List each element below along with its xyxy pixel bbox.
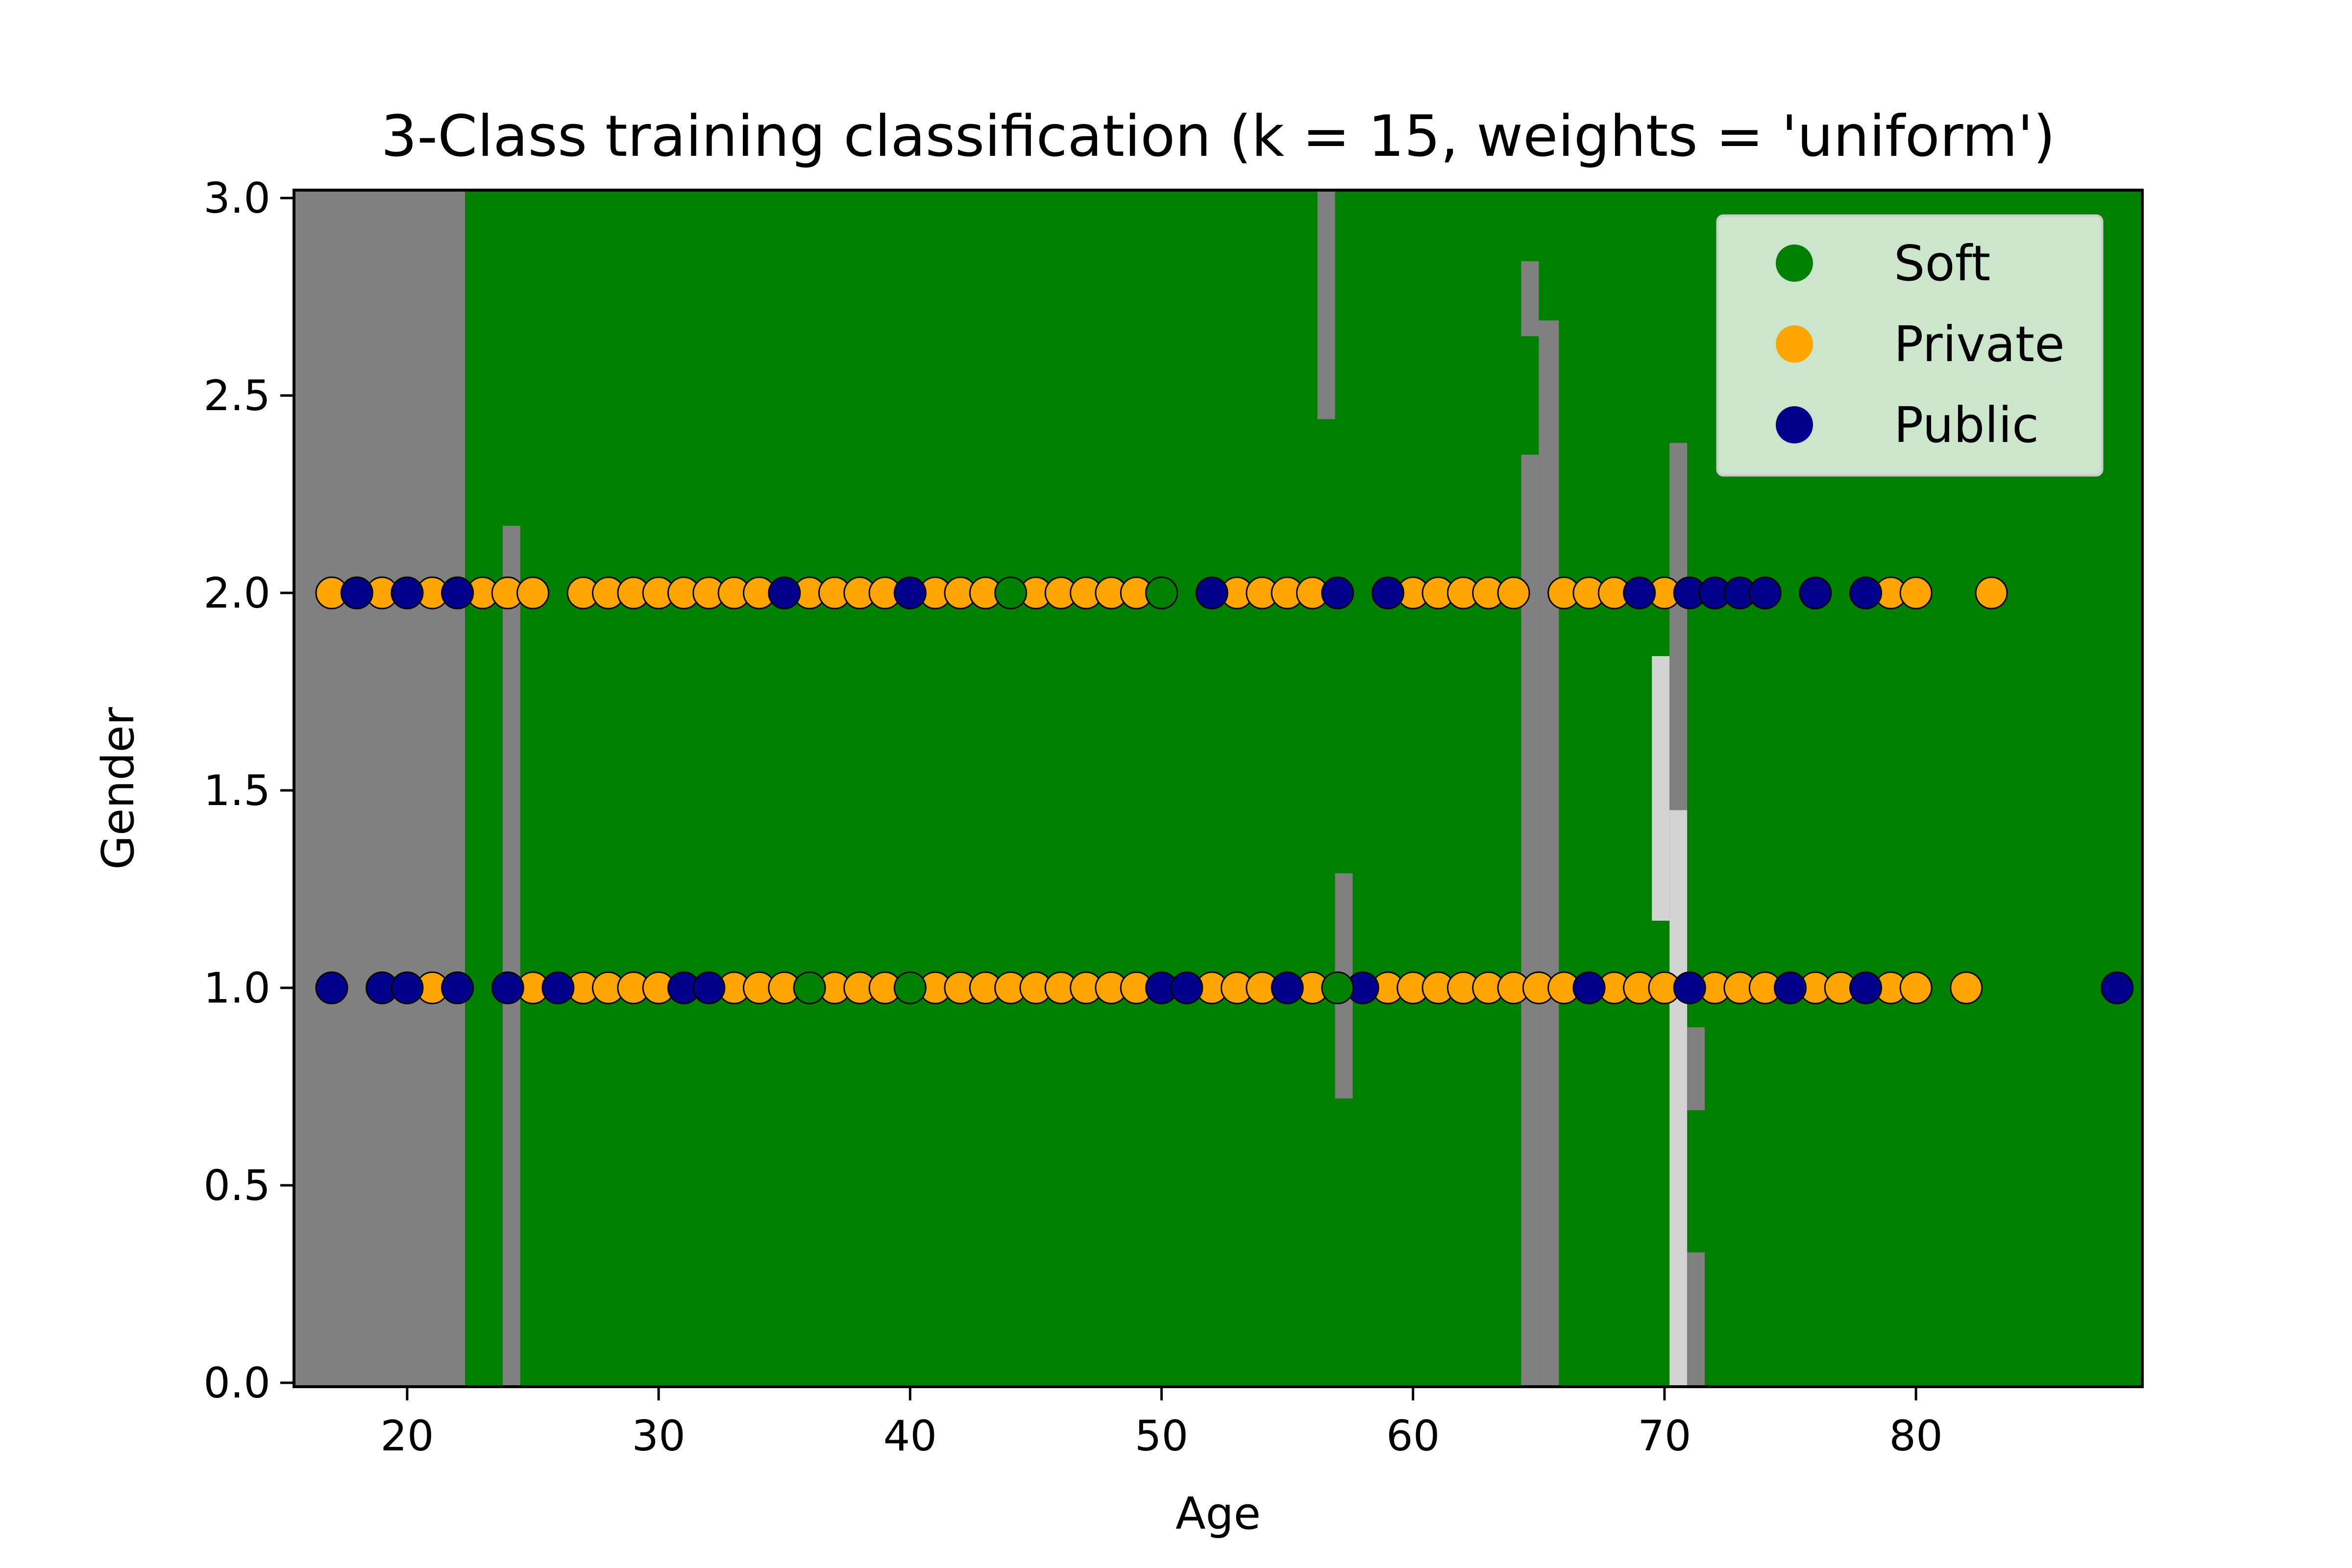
point-public-17: [391, 971, 424, 1004]
chart-title: 3-Class training classification (k = 15,…: [381, 103, 2055, 170]
point-public-6: [1321, 576, 1354, 610]
legend-marker-public: [1776, 406, 1813, 443]
point-public-13: [1799, 576, 1832, 610]
point-public-7: [1371, 576, 1404, 610]
point-public-24: [1170, 971, 1203, 1004]
point-public-14: [1849, 576, 1882, 610]
y-tick-label-0: 0.0: [203, 1359, 270, 1408]
point-public-19: [491, 971, 524, 1004]
region-private-11: [1687, 1252, 1705, 1387]
point-private-5: [516, 576, 550, 610]
point-soft-4: [1321, 971, 1354, 1004]
legend-marker-private: [1776, 325, 1813, 363]
region-private-2: [1317, 190, 1335, 419]
region-private-0: [294, 190, 465, 1387]
y-axis: 0.0 0.5 1.0 1.5 2.0 2.5 3.0: [203, 174, 294, 1408]
point-soft-1: [1145, 576, 1178, 610]
legend-label-public: Public: [1894, 396, 2039, 454]
point-public-2: [441, 576, 474, 610]
region-private-6: [1539, 320, 1559, 1387]
point-soft-0: [994, 576, 1028, 610]
region-private-8: [1669, 442, 1688, 810]
x-tick-label-1: 30: [632, 1412, 685, 1461]
x-tick-label-3: 50: [1135, 1412, 1188, 1461]
region-public-7: [1652, 656, 1670, 921]
point-private-42: [1975, 576, 2008, 610]
x-axis: 20 30 40 50 60 70 80: [380, 1387, 1943, 1461]
point-public-8: [1623, 576, 1656, 610]
decision-regions: [294, 190, 1705, 1387]
x-tick-label-6: 80: [1889, 1412, 1942, 1461]
x-tick-label-5: 70: [1638, 1412, 1691, 1461]
x-tick-label-2: 40: [883, 1412, 937, 1461]
point-public-27: [1572, 971, 1606, 1004]
point-public-5: [1195, 576, 1228, 610]
region-private-10: [1687, 1027, 1705, 1110]
point-public-12: [1748, 576, 1782, 610]
point-public-1: [391, 576, 424, 610]
region-public-9: [1669, 810, 1688, 1387]
x-axis-label: Age: [1176, 1488, 1261, 1540]
point-public-25: [1271, 971, 1304, 1004]
x-tick-label-0: 20: [380, 1412, 434, 1461]
point-public-4: [893, 576, 927, 610]
point-public-20: [541, 971, 575, 1004]
y-tick-label-3: 1.5: [203, 766, 270, 815]
plot-frame: [293, 189, 2144, 1388]
point-public-15: [315, 971, 348, 1004]
point-private-86: [1950, 971, 1983, 1004]
point-public-28: [1673, 971, 1706, 1004]
x-tick-label-4: 60: [1386, 1412, 1440, 1461]
region-private-5: [1521, 261, 1539, 337]
legend-marker-soft: [1776, 245, 1813, 282]
point-private-41: [1899, 576, 1933, 610]
region-private-4: [1521, 454, 1539, 1387]
y-tick-label-1: 0.5: [203, 1161, 270, 1210]
point-public-31: [2101, 971, 2134, 1004]
point-private-35: [1497, 576, 1530, 610]
legend-label-soft: Soft: [1894, 235, 1990, 292]
point-public-22: [692, 971, 726, 1004]
point-private-85: [1899, 971, 1933, 1004]
point-soft-3: [893, 971, 927, 1004]
region-private-1: [502, 526, 520, 1387]
y-tick-label-2: 1.0: [203, 964, 270, 1013]
y-tick-label-6: 3.0: [203, 174, 270, 223]
point-public-30: [1849, 971, 1882, 1004]
point-public-3: [768, 576, 801, 610]
point-soft-2: [793, 971, 826, 1004]
point-public-29: [1774, 971, 1807, 1004]
y-tick-label-5: 2.5: [203, 371, 270, 420]
point-public-18: [441, 971, 474, 1004]
y-tick-label-4: 2.0: [203, 569, 270, 618]
legend: Soft Private Public: [1716, 214, 2104, 477]
legend-box: [1716, 214, 2104, 477]
legend-label-private: Private: [1894, 316, 2065, 373]
y-axis-label: Gender: [93, 707, 144, 870]
point-public-0: [340, 576, 373, 610]
data-points: [315, 576, 2134, 1004]
